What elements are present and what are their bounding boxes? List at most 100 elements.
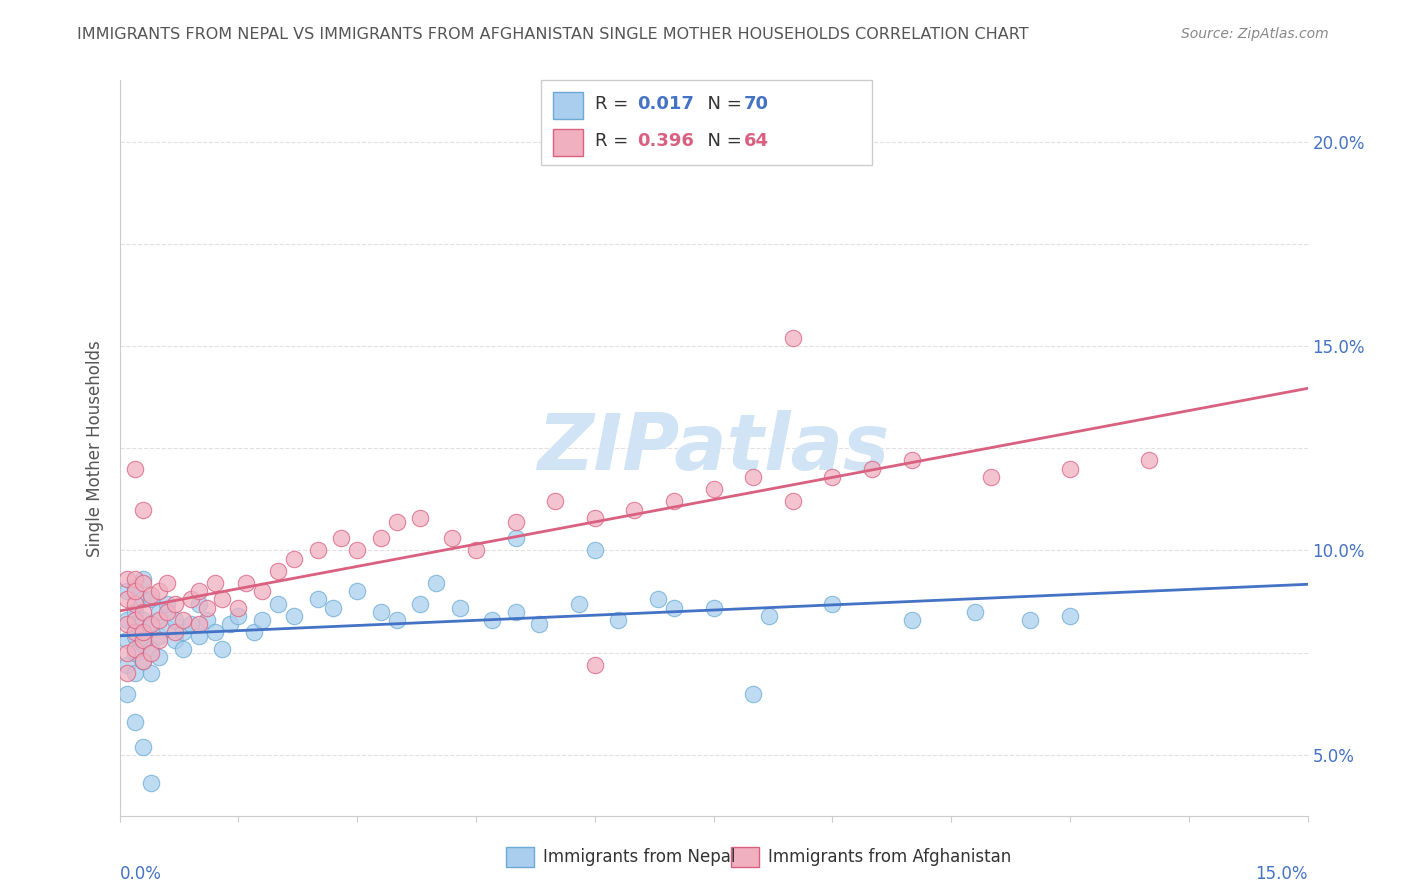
Text: 64: 64 (744, 132, 769, 151)
Point (163, 597, 186, 611)
Point (132, 638, 155, 652)
Point (235, 576, 257, 591)
Point (117, 633, 139, 648)
Point (544, 494, 567, 508)
Point (860, 461, 883, 475)
Point (180, 592, 202, 607)
Y-axis label: Single Mother Households: Single Mother Households (86, 340, 104, 557)
Point (623, 502, 645, 516)
Point (409, 510, 432, 524)
Point (742, 470, 765, 484)
Point (346, 543, 368, 558)
Point (141, 617, 163, 632)
Text: Source: ZipAtlas.com: Source: ZipAtlas.com (1181, 27, 1329, 41)
Point (172, 641, 194, 656)
Point (963, 605, 986, 619)
Point (132, 625, 155, 640)
Point (204, 625, 226, 640)
Point (385, 613, 408, 627)
Point (980, 470, 1002, 484)
Text: 70: 70 (744, 95, 769, 113)
Point (187, 629, 209, 643)
Point (211, 592, 233, 607)
Point (117, 617, 139, 632)
Point (243, 625, 266, 640)
Point (141, 592, 163, 607)
Point (132, 572, 155, 586)
Point (283, 608, 305, 623)
Point (163, 633, 186, 648)
Point (124, 461, 146, 475)
Point (141, 646, 163, 660)
Point (449, 600, 471, 615)
Point (1059, 461, 1081, 475)
Point (782, 494, 804, 508)
Text: Immigrants from Nepal: Immigrants from Nepal (543, 848, 735, 866)
Text: IMMIGRANTS FROM NEPAL VS IMMIGRANTS FROM AFGHANISTAN SINGLE MOTHER HOUSEHOLDS CO: IMMIGRANTS FROM NEPAL VS IMMIGRANTS FROM… (77, 27, 1029, 42)
Point (228, 608, 250, 623)
Point (141, 641, 163, 656)
Point (124, 605, 146, 619)
Point (124, 617, 146, 632)
Text: ZIPatlas: ZIPatlas (537, 410, 890, 486)
Point (148, 649, 170, 664)
Point (583, 510, 606, 524)
Point (117, 613, 139, 627)
Point (583, 657, 606, 672)
Point (385, 515, 408, 529)
Text: 0.0%: 0.0% (120, 865, 162, 883)
Point (441, 531, 464, 545)
Point (821, 597, 844, 611)
Text: R =: R = (595, 95, 634, 113)
Point (782, 331, 804, 345)
Point (124, 641, 146, 656)
Point (124, 629, 146, 643)
Point (148, 629, 170, 643)
Point (250, 613, 273, 627)
Text: Immigrants from Afghanistan: Immigrants from Afghanistan (768, 848, 1011, 866)
Point (425, 576, 447, 591)
Point (330, 531, 353, 545)
Text: 0.017: 0.017 (637, 95, 693, 113)
Point (132, 613, 155, 627)
Point (900, 453, 922, 467)
Point (124, 625, 146, 640)
Point (647, 592, 669, 607)
Point (662, 600, 685, 615)
Point (148, 613, 170, 627)
Point (505, 531, 527, 545)
Point (156, 621, 179, 635)
Point (283, 551, 305, 566)
Point (211, 641, 233, 656)
Text: N =: N = (696, 95, 748, 113)
Point (505, 515, 527, 529)
Point (117, 572, 139, 586)
Point (900, 613, 922, 627)
Point (346, 584, 368, 599)
Point (505, 605, 527, 619)
Point (607, 613, 630, 627)
Point (124, 572, 146, 586)
Point (117, 646, 139, 660)
Text: N =: N = (696, 132, 748, 151)
Point (370, 531, 392, 545)
Point (204, 576, 226, 591)
Point (409, 597, 432, 611)
Point (481, 613, 503, 627)
Point (132, 625, 155, 640)
Point (187, 617, 209, 632)
Point (464, 543, 488, 558)
Point (124, 580, 146, 594)
Text: 0.396: 0.396 (637, 132, 693, 151)
Point (117, 687, 139, 701)
Point (250, 584, 273, 599)
Point (821, 470, 844, 484)
Point (703, 600, 725, 615)
Point (124, 597, 146, 611)
Point (307, 543, 329, 558)
Point (124, 613, 146, 627)
Point (187, 597, 209, 611)
Point (228, 600, 250, 615)
Point (124, 715, 146, 730)
Point (195, 600, 218, 615)
